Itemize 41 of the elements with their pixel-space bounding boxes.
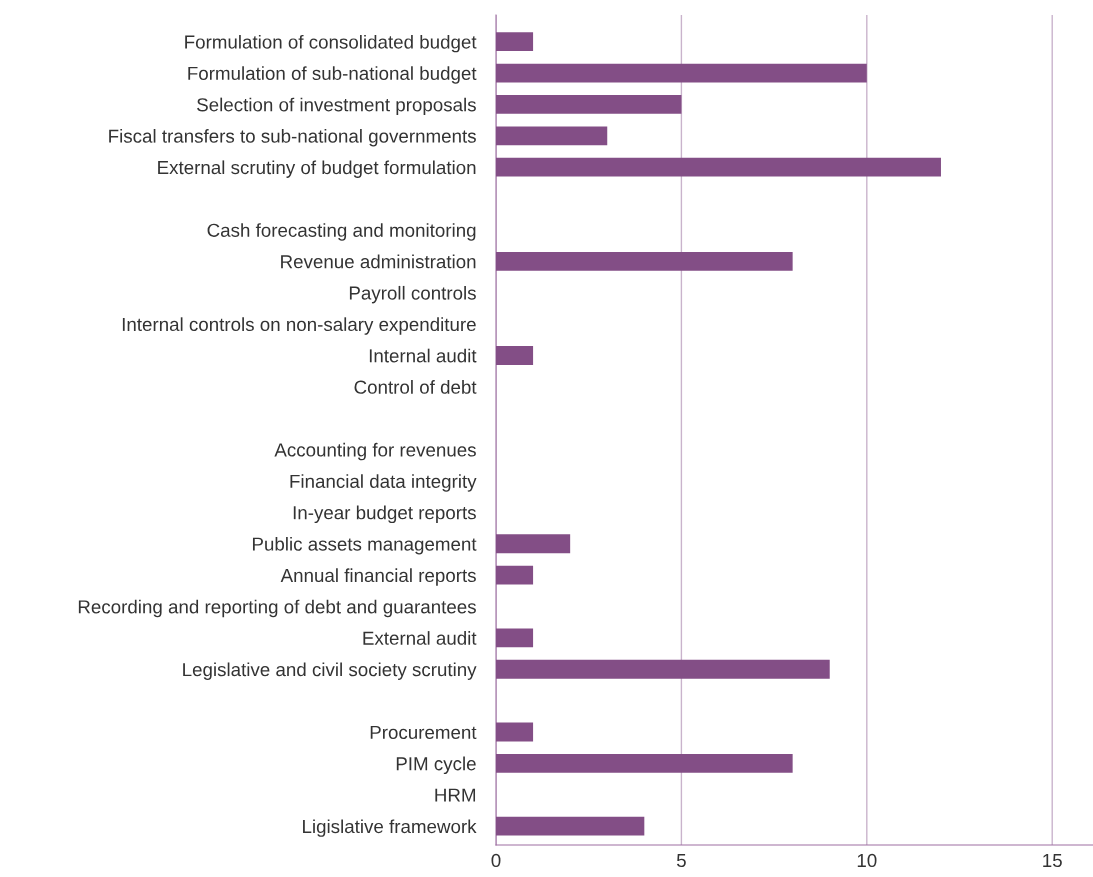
bar [496, 157, 941, 177]
bar [496, 565, 534, 585]
bar [496, 32, 534, 52]
x-tick-label: 0 [491, 853, 501, 868]
y-tick-label: Payroll controls [349, 285, 476, 304]
y-tick-label: Public assets management [252, 536, 477, 555]
x-tick-label: 5 [676, 854, 686, 868]
y-tick-label: External audit [363, 631, 477, 645]
x-tick-label: 15 [1043, 854, 1062, 868]
y-tick-label: External scrutiny of budget formulation [158, 160, 476, 178]
bar [496, 126, 608, 146]
y-tick-label: In-year budget reports [293, 505, 476, 524]
y-tick-label: HRM [435, 788, 476, 802]
y-tick-label: Internal audit [369, 348, 477, 363]
bar [496, 346, 534, 365]
y-tick-label: Fiscal transfers to sub-national governments [109, 129, 476, 147]
bar [496, 95, 682, 114]
y-tick-label: Annual financial reports [280, 568, 476, 586]
y-tick-label: Financial data integrity [290, 474, 477, 492]
bar [496, 659, 830, 679]
bar [496, 628, 534, 648]
y-tick-label: Revenue administration [281, 254, 476, 269]
y-tick-label: PIM cycle [396, 756, 476, 775]
y-tick-label: Formulation of consolidated budget [185, 34, 477, 53]
bar [496, 534, 571, 554]
y-tick-label: Ligislative framework [303, 819, 477, 837]
bar [496, 63, 867, 83]
x-tick-label: 10 [857, 853, 877, 868]
y-tick-label: Cash forecasting and monitoring [207, 223, 476, 241]
y-tick-label: Accounting for revenues [274, 442, 476, 461]
y-tick-label: Selection of investment proposals [197, 97, 476, 116]
y-tick-label: Internal controls on non-salary expenditure [122, 317, 476, 335]
y-tick-label: Formulation of sub-national budget [188, 66, 477, 84]
bar [496, 251, 793, 271]
bar [496, 722, 534, 742]
bar [496, 754, 793, 773]
y-tick-label: Legislative and civil society scrutiny [183, 662, 477, 680]
bar [496, 816, 645, 836]
y-tick-label: Recording and reporting of debt and guarantees [78, 599, 476, 618]
y-tick-label: Control of debt [354, 380, 477, 394]
y-tick-label: Procurement [370, 725, 477, 740]
